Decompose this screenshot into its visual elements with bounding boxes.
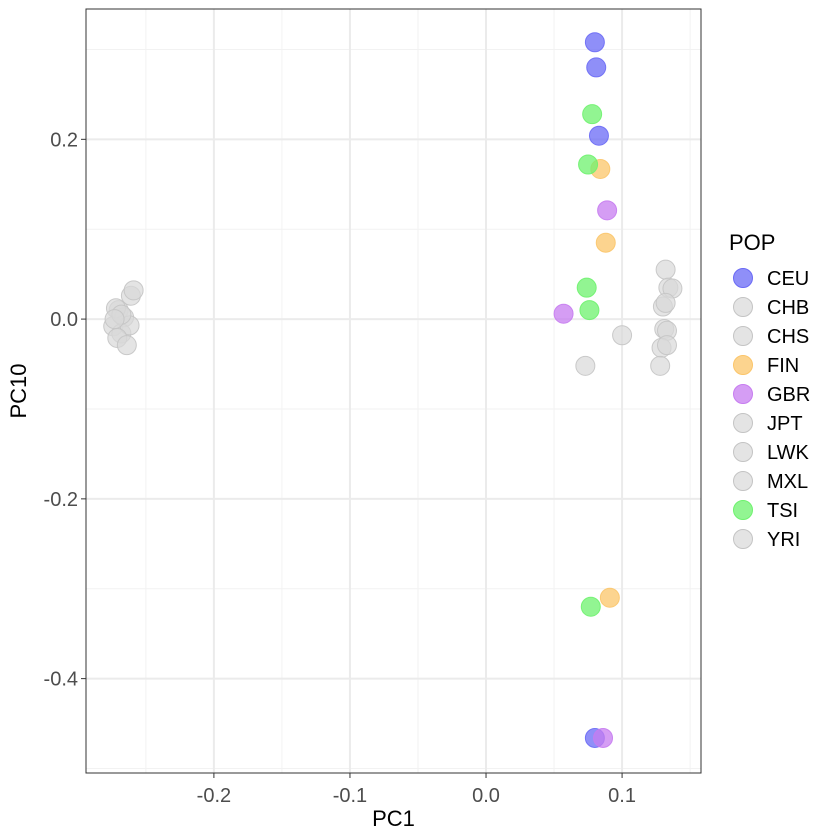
legend-label-jpt: JPT bbox=[767, 413, 803, 435]
point-yri bbox=[650, 355, 671, 376]
legend-label-tsi: TSI bbox=[767, 500, 798, 522]
point-gbr bbox=[593, 727, 614, 748]
legend-label-gbr: GBR bbox=[767, 384, 810, 406]
point-ceu bbox=[586, 57, 607, 78]
point-mxl bbox=[575, 355, 596, 376]
plot-panel-border bbox=[85, 8, 702, 774]
point-mxl bbox=[655, 292, 676, 313]
legend-key-jpt bbox=[733, 413, 753, 433]
point-yri bbox=[656, 335, 677, 356]
legend-label-chb: CHB bbox=[767, 297, 809, 319]
point-gbr bbox=[597, 200, 618, 221]
point-tsi bbox=[576, 277, 597, 298]
y-tick-label: -0.4 bbox=[44, 669, 78, 691]
x-tick-label: -0.2 bbox=[197, 785, 231, 807]
point-tsi bbox=[579, 300, 600, 321]
x-axis: -0.2 -0.1 0.0 0.1 bbox=[197, 773, 636, 807]
point-tsi bbox=[580, 596, 601, 617]
point-ceu bbox=[588, 125, 609, 146]
y-tick-label: 0.0 bbox=[50, 309, 78, 331]
legend-title: POP bbox=[729, 230, 775, 255]
legend-label-mxl: MXL bbox=[767, 471, 808, 493]
point-lwk bbox=[655, 259, 676, 280]
legend-label-fin: FIN bbox=[767, 355, 799, 377]
point-mxl bbox=[612, 325, 633, 346]
legend-key-chb bbox=[733, 297, 753, 317]
x-tick-label: 0.0 bbox=[472, 785, 500, 807]
grid-major-lines bbox=[86, 9, 701, 773]
point-jpt bbox=[104, 309, 125, 330]
legend-label-chs: CHS bbox=[767, 326, 809, 348]
legend-label-ceu: CEU bbox=[767, 268, 809, 290]
legend-key-mxl bbox=[733, 471, 753, 491]
legend-key-yri bbox=[733, 529, 753, 549]
legend-key-ceu bbox=[733, 268, 753, 288]
x-tick-label: 0.1 bbox=[608, 785, 636, 807]
point-gbr bbox=[553, 303, 574, 324]
point-fin bbox=[595, 232, 616, 253]
y-axis: -0.4 -0.2 0.0 0.2 bbox=[44, 129, 86, 691]
x-axis-title: PC1 bbox=[372, 806, 415, 831]
legend-label-lwk: LWK bbox=[767, 442, 810, 464]
point-tsi bbox=[578, 154, 599, 175]
x-tick-label: -0.1 bbox=[333, 785, 367, 807]
y-axis-title: PC10 bbox=[6, 363, 31, 418]
grid-minor-lines bbox=[86, 9, 701, 773]
legend-key-gbr bbox=[733, 384, 753, 404]
legend-label-yri: YRI bbox=[767, 529, 800, 551]
legend-key-chs bbox=[733, 326, 753, 346]
point-jpt bbox=[116, 335, 137, 356]
legend-key-fin bbox=[733, 355, 753, 375]
point-fin bbox=[599, 587, 620, 608]
point-chs bbox=[123, 280, 144, 301]
legend-key-tsi bbox=[733, 500, 753, 520]
data-points bbox=[103, 32, 683, 748]
y-tick-label: 0.2 bbox=[50, 129, 78, 151]
point-tsi bbox=[582, 104, 603, 125]
point-ceu bbox=[584, 32, 605, 53]
y-tick-label: -0.2 bbox=[44, 489, 78, 511]
legend-key-lwk bbox=[733, 442, 753, 462]
legend: POP CEU CHB CHS FIN GBR JPT LWK MXL TSI YRI bbox=[729, 230, 810, 551]
